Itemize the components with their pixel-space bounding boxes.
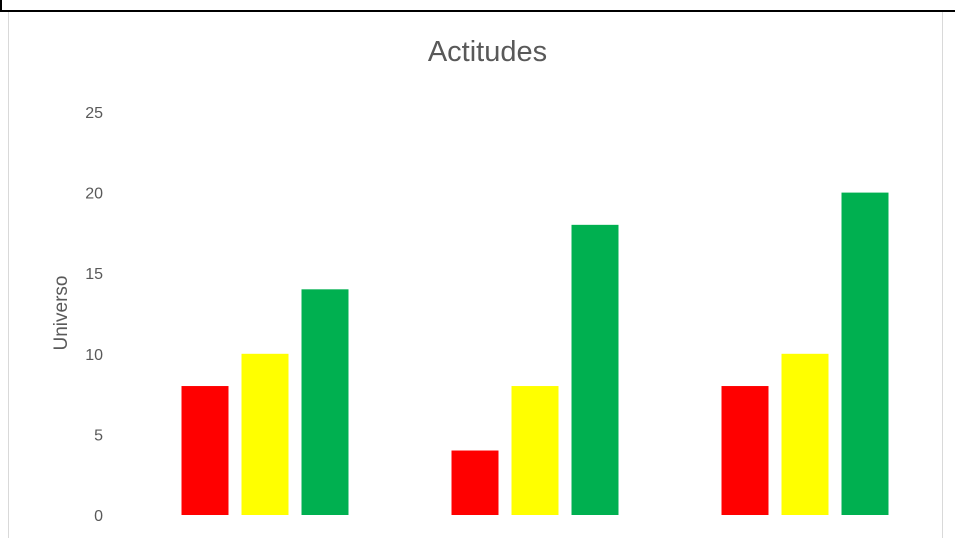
y-tick-label: 0	[94, 508, 103, 525]
chart-left-border	[8, 12, 9, 538]
bar-group-1-series-2	[241, 353, 289, 515]
bar-group-2-series-2	[511, 386, 559, 515]
bar-group-2-series-3	[571, 224, 619, 515]
window-top-border	[0, 10, 955, 12]
y-tick-label: 25	[85, 105, 103, 122]
bar-group-3-series-3	[841, 192, 889, 515]
chart-title: Actitudes	[427, 36, 548, 68]
bar-group-1-series-1	[181, 386, 229, 515]
y-tick-label: 15	[85, 266, 103, 283]
y-tick-label: 10	[85, 347, 103, 364]
y-tick-label: 20	[85, 186, 103, 203]
bar-group-3-series-1	[721, 386, 769, 515]
bar-group-1-series-3	[301, 289, 349, 515]
chart-right-border	[942, 12, 943, 538]
bar-group-3-series-2	[781, 353, 829, 515]
window-corner-mark	[0, 0, 2, 12]
bar-group-2-series-1	[451, 450, 499, 515]
y-tick-label: 5	[94, 427, 103, 444]
